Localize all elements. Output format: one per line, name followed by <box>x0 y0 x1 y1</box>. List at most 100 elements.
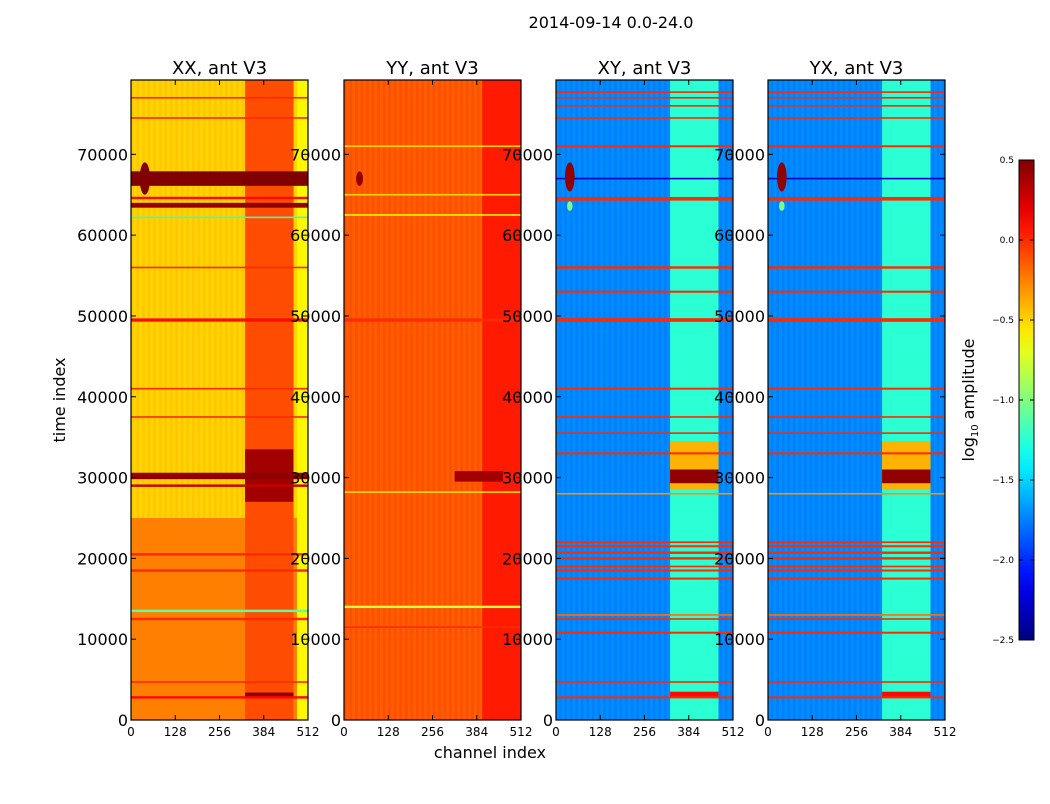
heatmap-block <box>296 80 308 720</box>
y-tick-label: 60000 <box>502 226 553 245</box>
y-tick-label: 30000 <box>714 469 765 488</box>
y-tick-label: 70000 <box>290 145 341 164</box>
heatmap-stripe <box>556 105 733 107</box>
heatmap-stripe <box>131 171 308 186</box>
channel-band <box>867 80 871 720</box>
heatmap-spot <box>564 162 575 192</box>
channel-band <box>589 80 592 720</box>
y-tick-label: 30000 <box>77 469 128 488</box>
x-tick-label: 0 <box>340 725 348 739</box>
channel-band <box>616 80 620 720</box>
heatmap-stripe <box>556 387 733 390</box>
heatmap-stripe <box>768 696 945 699</box>
heatmap-block <box>882 80 931 720</box>
heatmap-block <box>454 471 504 482</box>
y-axis-label: time index <box>50 357 69 442</box>
heatmap-spot <box>779 201 785 211</box>
channel-band <box>856 80 860 720</box>
heatmap-stripe <box>131 266 308 269</box>
heatmap-block <box>482 80 521 720</box>
heatmap-stripe <box>556 290 733 293</box>
heatmap-block <box>882 691 931 698</box>
x-tick-label: 384 <box>889 725 912 739</box>
channel-band <box>806 80 810 720</box>
channel-band <box>862 80 865 720</box>
heatmap-stripe <box>344 145 521 148</box>
channel-band <box>622 80 626 720</box>
channel-band <box>432 80 436 720</box>
heatmap-stripe <box>768 290 945 293</box>
channel-band <box>415 80 419 720</box>
x-tick-label: 384 <box>465 725 488 739</box>
channel-band <box>426 80 430 720</box>
x-tick-label: 128 <box>589 725 612 739</box>
heatmap-stripe <box>344 214 521 216</box>
channel-band <box>561 80 565 720</box>
y-tick-label: 40000 <box>77 388 128 407</box>
heatmap-block <box>670 80 719 720</box>
channel-band <box>578 80 581 720</box>
x-tick-label: 0 <box>552 725 560 739</box>
y-tick-label: 60000 <box>77 226 128 245</box>
colorbar-tick-label: −2.5 <box>992 636 1014 646</box>
x-tick-label: 384 <box>677 725 700 739</box>
heatmap-stripe <box>768 145 945 148</box>
channel-band <box>666 80 670 720</box>
y-tick-label: 20000 <box>714 549 765 568</box>
channel-band <box>779 80 782 720</box>
channel-band <box>768 80 771 720</box>
colorbar-label: log10 amplitude <box>959 338 981 461</box>
x-tick-label: 256 <box>208 725 231 739</box>
heatmap-stripe <box>768 545 945 548</box>
channel-band <box>393 80 397 720</box>
channel-band <box>366 80 369 720</box>
channel-band <box>225 80 228 720</box>
heatmap-block <box>245 692 294 698</box>
channel-band <box>465 80 469 720</box>
y-tick-label: 60000 <box>714 226 765 245</box>
channel-band <box>572 80 576 720</box>
heatmap-stripe <box>768 577 945 580</box>
y-tick-label: 20000 <box>77 549 128 568</box>
heatmap-stripe <box>344 626 521 628</box>
y-tick-label: 10000 <box>77 630 128 649</box>
heatmap-stripe <box>556 557 733 560</box>
heatmap-stripe <box>768 196 945 201</box>
channel-band <box>933 80 937 720</box>
heatmap-stripe <box>768 614 945 616</box>
heatmap-stripe <box>131 696 308 699</box>
channel-band <box>382 80 386 720</box>
heatmap-stripe <box>556 614 733 616</box>
channel-band <box>404 80 408 720</box>
x-tick-label: 384 <box>252 725 275 739</box>
heatmap-stripe <box>344 491 521 493</box>
colorbar-tick-label: −0.5 <box>992 316 1014 326</box>
channel-band <box>388 80 392 720</box>
channel-band <box>834 80 838 720</box>
y-tick-label: 50000 <box>714 307 765 326</box>
heatmap-stripe <box>768 618 945 620</box>
channel-band <box>773 80 777 720</box>
heatmap-stripe <box>344 318 521 322</box>
y-tick-label: 50000 <box>77 307 128 326</box>
heatmap-stripe <box>556 681 733 683</box>
channel-band <box>164 80 167 720</box>
channel-band <box>812 80 816 720</box>
heatmap-stripe <box>131 472 308 480</box>
heatmap-stripe <box>131 117 308 119</box>
heatmap-spot <box>776 162 787 192</box>
channel-band <box>661 80 664 720</box>
channel-band <box>169 80 173 720</box>
heatmap-panel: XY, ant V3 0 128 256 384 512 0 10000 20000 30000 4… <box>502 58 744 739</box>
channel-band <box>939 80 943 720</box>
channel-band <box>823 80 827 720</box>
channel-band <box>147 80 151 720</box>
x-tick-label: 512 <box>297 725 320 739</box>
y-tick-label: 10000 <box>714 630 765 649</box>
heatmap-stripe <box>556 266 733 269</box>
channel-band <box>583 80 587 720</box>
heatmap-stripe <box>768 318 945 322</box>
heatmap-stripe <box>768 91 945 93</box>
heatmap-stripe <box>768 96 945 99</box>
